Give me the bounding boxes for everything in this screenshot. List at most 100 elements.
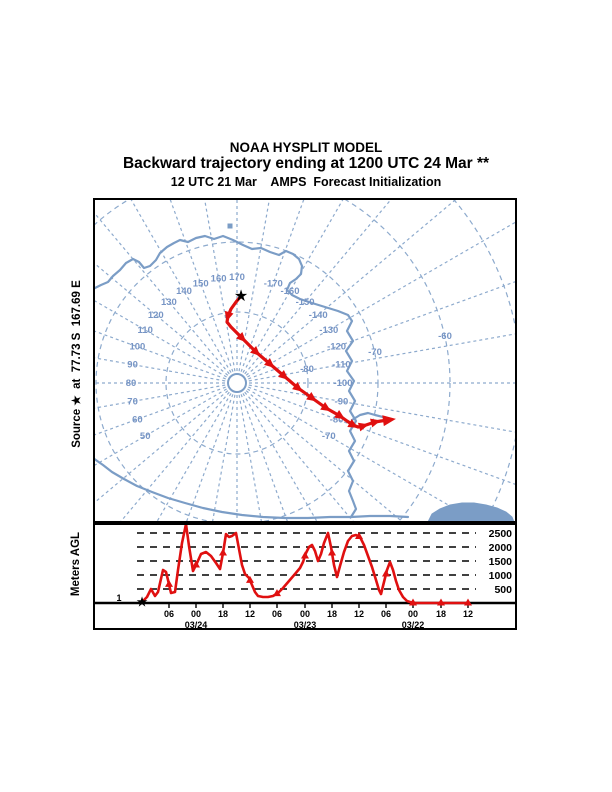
latitude-circle (165, 311, 309, 455)
meridian-line (93, 261, 229, 376)
meridian-line (93, 390, 229, 505)
longitude-label: -150 (296, 297, 315, 308)
time-tick-label: 18 (327, 609, 337, 619)
meridian-line (118, 391, 230, 523)
meridian-line (155, 393, 232, 523)
meridian-line (185, 394, 234, 523)
time-tick-label: 00 (191, 609, 201, 619)
date-label: 03/24 (185, 620, 208, 630)
trajectory-time-marker (278, 369, 289, 380)
longitude-label: 80 (126, 378, 137, 389)
trajectory-end-arrow (382, 415, 396, 427)
trajectory-time-marker (250, 345, 261, 357)
height-level-label: 1500 (489, 556, 513, 568)
meridian-line (242, 198, 345, 373)
time-tick-label: 12 (463, 609, 473, 619)
longitude-label: -120 (327, 342, 346, 353)
coastline-path (93, 456, 410, 520)
trajectory-time-marker (347, 419, 359, 428)
coastline-path (93, 234, 358, 519)
height-profile-curve (140, 523, 470, 605)
profile-time-marker (409, 598, 417, 606)
trajectory-title: Backward trajectory ending at 1200 UTC 2… (122, 155, 490, 172)
profile-time-marker (464, 598, 472, 606)
profile-time-marker (382, 569, 390, 577)
longitude-label: -80 (330, 414, 344, 425)
meridian-line (240, 394, 289, 523)
longitude-label: -90 (335, 396, 349, 407)
height-level-label: 2500 (489, 528, 513, 540)
meridian-line (247, 220, 517, 378)
profile-time-marker (328, 548, 336, 556)
profile-border (93, 523, 517, 630)
meridian-line (93, 384, 226, 410)
longitude-label: 110 (138, 325, 153, 336)
meridian-line (245, 390, 405, 523)
date-label: 03/22 (402, 620, 425, 630)
latitude-circle (95, 241, 379, 523)
meridian-line (244, 198, 394, 375)
trajectory-time-marker (292, 381, 303, 392)
time-tick-label: 00 (300, 609, 310, 619)
longitude-label: 100 (129, 342, 145, 353)
longitude-label: 170 (229, 272, 245, 283)
model-title: NOAA HYSPLIT MODEL (229, 140, 383, 155)
longitude-label: 50 (140, 431, 151, 442)
source-axis-label: Source ★ at 77.73 S 167.69 E (71, 280, 83, 448)
latitude-label: -60 (438, 331, 452, 342)
height-gridlines: 2500 2000 1500 1000 500 (137, 528, 512, 596)
profile-time-marker (246, 575, 254, 583)
latitude-label: -80 (300, 364, 314, 375)
time-tick-label: 12 (354, 609, 364, 619)
latitude-circle (93, 198, 451, 523)
longitude-label: 140 (176, 286, 192, 297)
meridian-line (248, 386, 517, 486)
longitude-label: -130 (319, 325, 338, 336)
meridian-line (93, 388, 227, 467)
trajectory-time-marker (264, 357, 275, 368)
latitude-label: -70 (368, 347, 382, 358)
profile-time-marker (165, 579, 173, 587)
meridian-line (245, 198, 459, 376)
meridian-line (203, 198, 236, 372)
meridian-line (93, 329, 226, 380)
longitude-label: -170 (264, 278, 283, 289)
trajectory-time-marker (320, 402, 332, 412)
meridian-line (238, 198, 271, 372)
meridian-line (242, 393, 319, 523)
trajectory-time-marker (334, 410, 346, 420)
profile-star-marker: ★ (136, 595, 149, 611)
meridian-line (211, 394, 236, 523)
meridian-line (240, 198, 305, 372)
longitude-label: 150 (193, 278, 209, 289)
profile-time-marker (301, 551, 309, 559)
pole-circle (227, 373, 247, 393)
longitude-label: 120 (148, 310, 164, 321)
time-tick-label: 18 (436, 609, 446, 619)
time-tick-label: 06 (164, 609, 174, 619)
longitude-label: 70 (127, 396, 138, 407)
coast-landmass (427, 502, 515, 523)
trajectory-path (225, 294, 390, 429)
time-tick-label: 18 (218, 609, 228, 619)
meridian-line (129, 198, 232, 373)
latitude-circle (451, 198, 517, 523)
trajectory-time-marker (306, 392, 317, 402)
small-island (227, 223, 233, 229)
meridian-line (93, 386, 226, 437)
longitude-label: -160 (280, 286, 299, 297)
trajectory-time-marker (357, 422, 369, 432)
meridian-line (247, 388, 481, 523)
date-label: 03/23 (294, 620, 317, 630)
longitude-label: 60 (132, 414, 143, 425)
longitude-label: 90 (127, 360, 138, 371)
profile-time-marker (219, 548, 227, 556)
meridian-line (93, 299, 227, 378)
trajectory-time-marker (370, 418, 381, 428)
profile-time-marker (355, 532, 363, 539)
profile-time-marker (437, 598, 445, 606)
init-subtitle: 12 UTC 21 Mar AMPS Forecast Initializati… (170, 175, 442, 189)
